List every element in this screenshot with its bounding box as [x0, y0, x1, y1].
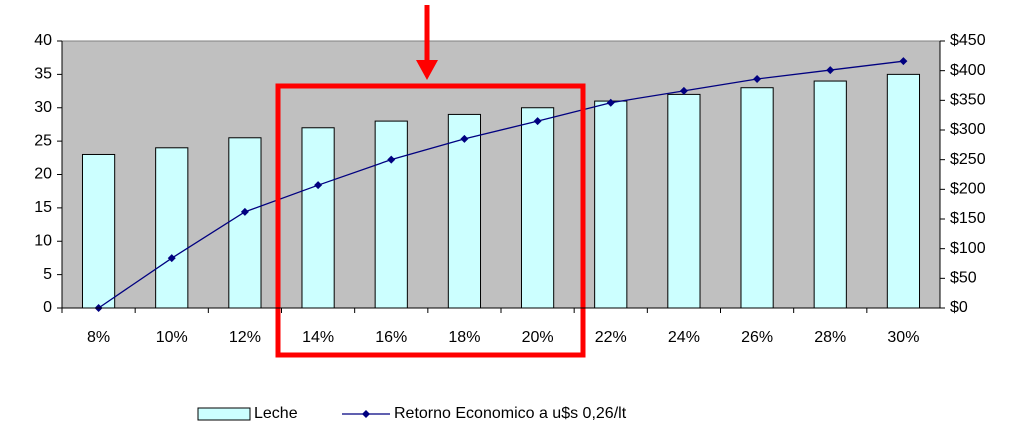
line-marker [753, 74, 762, 83]
bar [81, 153, 116, 309]
y2-tick-label: $300 [950, 121, 986, 138]
x-tick-label: 26% [741, 329, 773, 346]
x-tick-label: 28% [814, 329, 846, 346]
bar [813, 80, 847, 309]
y-tick-label: 35 [34, 66, 52, 83]
x-tick-label: 30% [887, 329, 919, 346]
bar [740, 87, 774, 309]
line-marker [606, 98, 615, 107]
plot-area [61, 40, 941, 309]
line-marker [460, 134, 469, 143]
y2-tick-label: $200 [950, 181, 986, 198]
highlight-box [275, 83, 586, 358]
x-tick-label: 18% [448, 329, 480, 346]
bar [447, 113, 482, 309]
bar [374, 120, 408, 309]
bar [594, 100, 628, 309]
y-tick-label: 0 [43, 299, 52, 316]
y2-tick-label: $250 [950, 151, 986, 168]
bar [155, 147, 189, 309]
y2-tick-label: $100 [950, 240, 986, 257]
x-tick-label: 22% [595, 329, 627, 346]
x-tick-label: 24% [668, 329, 700, 346]
x-tick-label: 12% [229, 329, 261, 346]
y2-tick-label: $350 [950, 92, 986, 109]
y-tick-label: 15 [34, 199, 52, 216]
x-tick-label: 10% [156, 329, 188, 346]
legend-marker [362, 410, 370, 418]
bar [228, 137, 262, 309]
marks [81, 57, 921, 312]
line-marker [167, 254, 176, 263]
y2-tick-label: $150 [950, 210, 986, 227]
x-tick-label: 16% [375, 329, 407, 346]
y2-tick-label: $0 [950, 299, 968, 316]
y-tick-label: 10 [34, 232, 52, 249]
line-marker [240, 207, 249, 216]
bar [301, 127, 335, 309]
bar [667, 93, 701, 309]
y-tick-label: 25 [34, 132, 52, 149]
y-tick-label: 40 [34, 32, 52, 49]
legend-label: Retorno Economico a u$s 0,26/lt [394, 405, 627, 422]
legend-swatch [197, 407, 251, 421]
line-marker [533, 117, 542, 126]
y2-tick-label: $400 [950, 62, 986, 79]
line-marker [314, 181, 323, 190]
line-marker [679, 86, 688, 95]
x-tick-label: 14% [302, 329, 334, 346]
line [98, 60, 904, 309]
y2-tick-label: $450 [950, 32, 986, 49]
x-tick-label: 20% [522, 329, 554, 346]
line-marker [387, 155, 396, 164]
bar [520, 107, 555, 309]
line-marker [826, 66, 835, 75]
legend-label: Leche [254, 405, 298, 422]
bar [886, 73, 921, 309]
y-tick-label: 20 [34, 166, 52, 183]
y2-tick-label: $50 [950, 270, 977, 287]
arrow-head [416, 60, 438, 80]
x-tick-label: 8% [87, 329, 110, 346]
y-tick-label: 5 [43, 266, 52, 283]
y-tick-label: 30 [34, 99, 52, 116]
line-marker [899, 57, 908, 66]
